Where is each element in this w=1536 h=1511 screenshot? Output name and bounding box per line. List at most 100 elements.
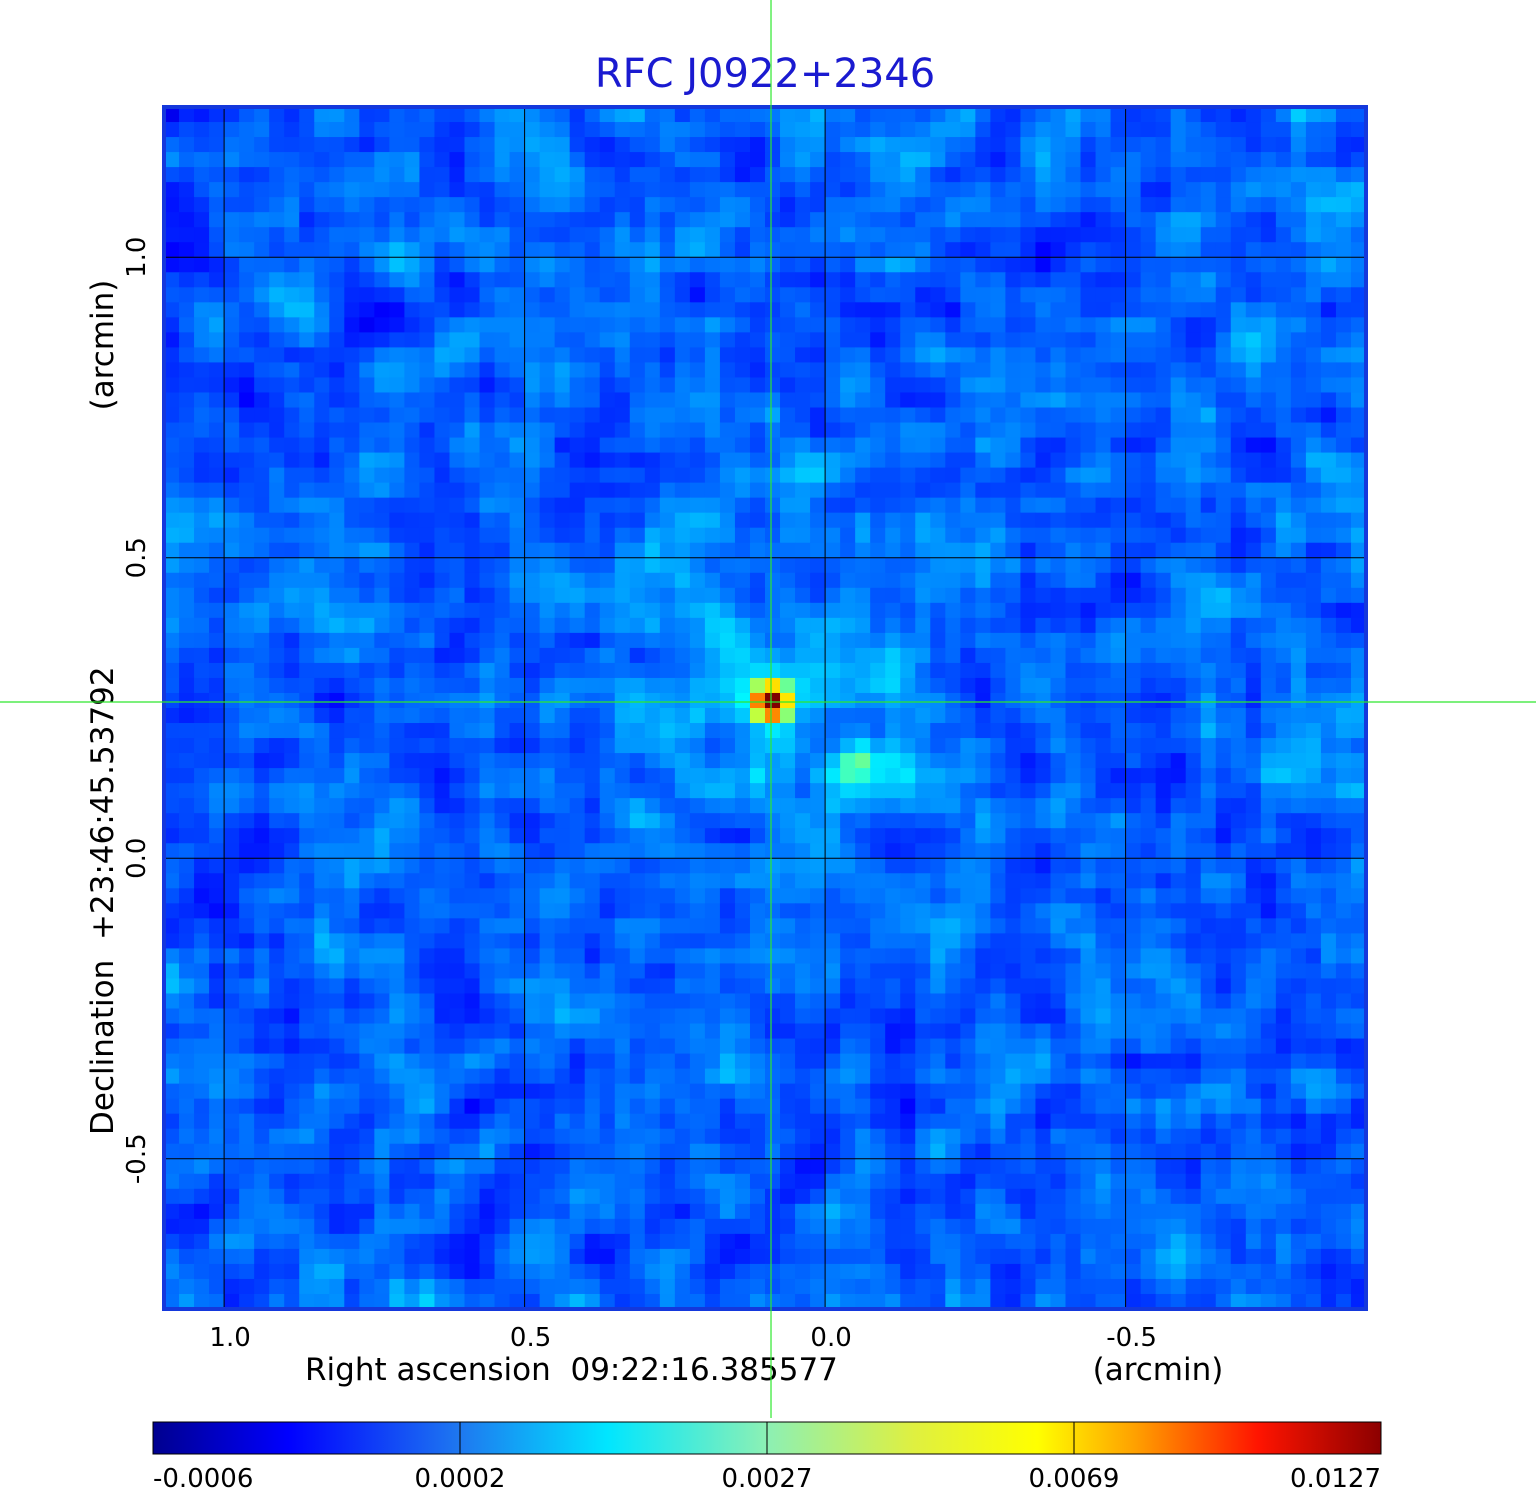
image-pixel: [1155, 497, 1172, 514]
image-pixel: [870, 512, 886, 529]
image-pixel: [1335, 557, 1352, 574]
image-pixel: [1140, 332, 1157, 349]
image-pixel: [1050, 257, 1067, 273]
image-pixel: [960, 182, 976, 198]
image-pixel: [584, 587, 601, 604]
image-pixel: [1155, 242, 1172, 258]
image-pixel: [509, 512, 526, 529]
image-pixel: [269, 107, 285, 123]
image-pixel: [810, 692, 826, 709]
image-pixel: [689, 1023, 706, 1040]
image-pixel: [1140, 858, 1157, 874]
image-pixel: [284, 332, 300, 349]
image-pixel: [900, 647, 916, 664]
image-pixel: [1260, 407, 1277, 424]
image-pixel: [359, 482, 375, 499]
image-pixel: [1200, 602, 1217, 619]
image-pixel: [674, 798, 691, 814]
image-pixel: [870, 332, 886, 349]
image-pixel: [915, 137, 931, 153]
image-pixel: [1185, 287, 1202, 303]
image-pixel: [1140, 197, 1157, 213]
image-pixel: [584, 738, 601, 754]
image-pixel: [314, 1008, 330, 1025]
image-pixel: [599, 948, 616, 965]
image-pixel: [1335, 662, 1352, 679]
image-pixel: [930, 392, 946, 409]
image-pixel: [179, 392, 195, 409]
image-pixel: [404, 347, 421, 364]
image-pixel: [509, 362, 526, 379]
image-pixel: [795, 978, 811, 995]
image-pixel: [494, 107, 511, 123]
image-pixel: [1335, 632, 1352, 649]
image-pixel: [434, 422, 451, 439]
image-pixel: [1305, 482, 1322, 499]
image-pixel: [299, 903, 315, 919]
image-pixel: [810, 437, 826, 454]
image-pixel: [479, 993, 496, 1010]
image-pixel: [614, 197, 631, 213]
image-pixel: [179, 888, 195, 904]
image-pixel: [614, 482, 631, 499]
image-pixel: [719, 933, 736, 950]
image-pixel: [780, 392, 796, 409]
image-pixel: [179, 723, 195, 739]
image-pixel: [1110, 302, 1127, 318]
image-pixel: [464, 1038, 481, 1055]
image-pixel: [374, 918, 390, 934]
image-pixel: [164, 692, 180, 709]
image-pixel: [1230, 723, 1247, 739]
image-pixel: [509, 392, 526, 409]
image-pixel: [1050, 107, 1067, 123]
image-pixel: [734, 1008, 751, 1025]
image-pixel: [915, 467, 931, 484]
image-pixel: [1050, 407, 1067, 424]
image-pixel: [599, 152, 616, 168]
image-pixel: [1335, 137, 1352, 153]
image-pixel: [494, 272, 511, 288]
image-pixel: [239, 843, 255, 859]
image-pixel: [1305, 257, 1322, 273]
image-pixel: [329, 137, 345, 153]
image-pixel: [1065, 662, 1082, 679]
image-pixel: [1245, 617, 1262, 634]
image-pixel: [780, 662, 796, 679]
image-pixel: [1245, 317, 1262, 333]
image-pixel: [284, 152, 300, 168]
image-pixel: [810, 332, 826, 349]
image-pixel: [975, 662, 991, 679]
image-pixel: [1305, 152, 1322, 168]
image-pixel: [780, 377, 796, 394]
image-pixel: [389, 167, 406, 183]
image-pixel: [1200, 1008, 1217, 1025]
image-pixel: [1185, 677, 1202, 694]
image-pixel: [614, 632, 631, 649]
image-pixel: [1350, 873, 1367, 889]
image-pixel: [599, 137, 616, 153]
image-pixel: [689, 377, 706, 394]
image-pixel: [494, 392, 511, 409]
image-pixel: [614, 317, 631, 333]
image-pixel: [359, 738, 375, 754]
image-pixel: [224, 257, 240, 273]
image-pixel: [194, 167, 210, 183]
image-pixel: [599, 783, 616, 799]
image-pixel: [1290, 407, 1307, 424]
image-pixel: [1035, 888, 1052, 904]
image-pixel: [224, 122, 240, 138]
image-pixel: [569, 933, 586, 950]
image-pixel: [749, 107, 766, 123]
image-pixel: [1140, 617, 1157, 634]
image-pixel: [344, 918, 360, 934]
image-pixel: [1275, 302, 1292, 318]
image-pixel: [284, 978, 300, 995]
image-pixel: [239, 212, 255, 228]
image-pixel: [810, 858, 826, 874]
image-pixel: [810, 542, 826, 559]
image-pixel: [1110, 527, 1127, 544]
image-pixel: [1185, 467, 1202, 484]
image-pixel: [1200, 167, 1217, 183]
image-pixel: [1110, 347, 1127, 364]
image-pixel: [765, 167, 781, 183]
